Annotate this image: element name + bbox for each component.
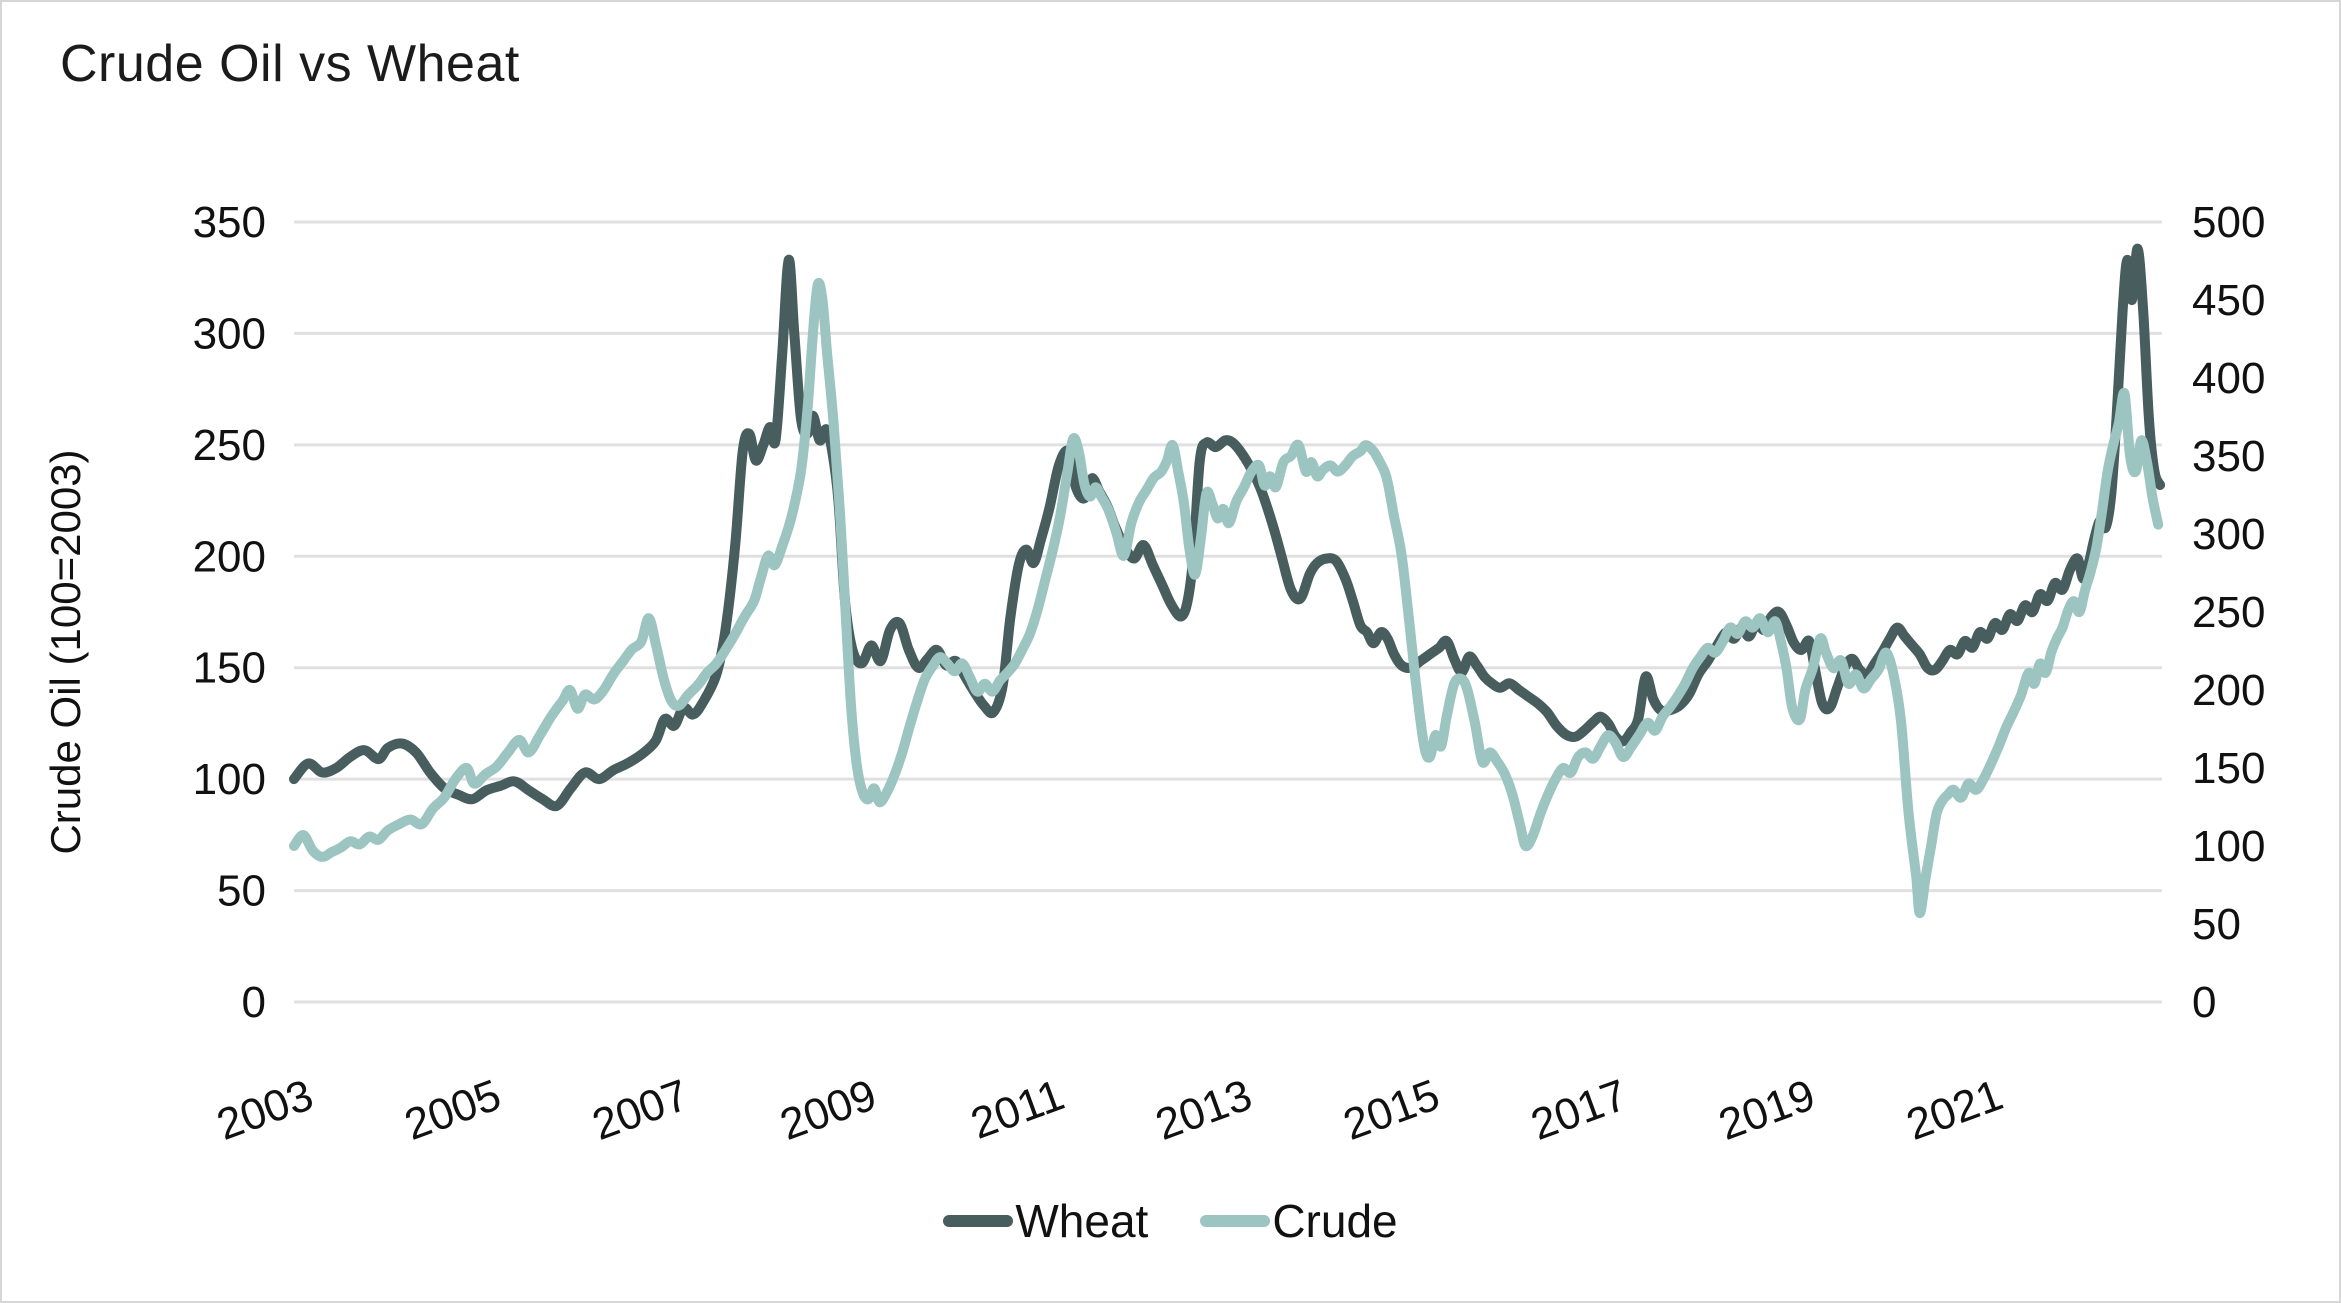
x-tick-2003: 2003 xyxy=(211,1070,320,1150)
x-tick-2005: 2005 xyxy=(398,1070,507,1150)
right-tick-150: 150 xyxy=(2192,744,2265,793)
left-axis-tick-labels: 350 300 250 200 150 100 50 0 xyxy=(193,198,266,1027)
right-tick-250: 250 xyxy=(2192,588,2265,637)
x-tick-2015: 2015 xyxy=(1337,1070,1446,1150)
left-tick-0: 0 xyxy=(242,978,266,1027)
right-tick-450: 450 xyxy=(2192,276,2265,325)
legend: Wheat Crude xyxy=(2,1194,2339,1248)
right-tick-500: 500 xyxy=(2192,198,2265,247)
left-tick-50: 50 xyxy=(217,867,266,916)
gridlines xyxy=(294,220,2162,1004)
legend-entry-crude: Crude xyxy=(1200,1194,1398,1248)
right-tick-300: 300 xyxy=(2192,510,2265,559)
left-tick-350: 350 xyxy=(193,198,266,247)
x-tick-2017: 2017 xyxy=(1525,1070,1634,1150)
x-tick-2011: 2011 xyxy=(965,1070,1071,1148)
right-tick-50: 50 xyxy=(2192,900,2241,949)
left-tick-300: 300 xyxy=(193,309,266,358)
series-line-wheat xyxy=(289,243,2166,812)
legend-label-crude: Crude xyxy=(1272,1195,1398,1247)
left-tick-250: 250 xyxy=(193,421,266,470)
right-tick-350: 350 xyxy=(2192,432,2265,481)
chart-title: Crude Oil vs Wheat xyxy=(60,35,520,93)
right-tick-200: 200 xyxy=(2192,666,2265,715)
wheat-line-swatch xyxy=(943,1215,1014,1227)
legend-label-wheat: Wheat xyxy=(1015,1195,1149,1247)
x-tick-2007: 2007 xyxy=(586,1070,695,1150)
crude-line-swatch xyxy=(1200,1215,1271,1227)
x-tick-2009: 2009 xyxy=(774,1070,883,1150)
x-tick-2013: 2013 xyxy=(1149,1070,1258,1150)
legend-entry-wheat: Wheat xyxy=(943,1194,1148,1248)
left-tick-150: 150 xyxy=(193,644,266,693)
left-tick-200: 200 xyxy=(193,532,266,581)
x-axis-tick-labels: 2003 2005 2007 2009 2011 2013 2015 2017 2019 2021 xyxy=(211,1070,2009,1150)
left-axis-title: Crude Oil (100=2003) xyxy=(42,449,89,854)
left-tick-100: 100 xyxy=(193,755,266,804)
series-line-crude xyxy=(289,277,2164,919)
x-tick-2019: 2019 xyxy=(1713,1070,1822,1150)
x-tick-2021: 2021 xyxy=(1900,1070,2009,1150)
right-tick-400: 400 xyxy=(2192,354,2265,403)
right-tick-100: 100 xyxy=(2192,822,2265,871)
right-tick-0: 0 xyxy=(2192,978,2216,1027)
